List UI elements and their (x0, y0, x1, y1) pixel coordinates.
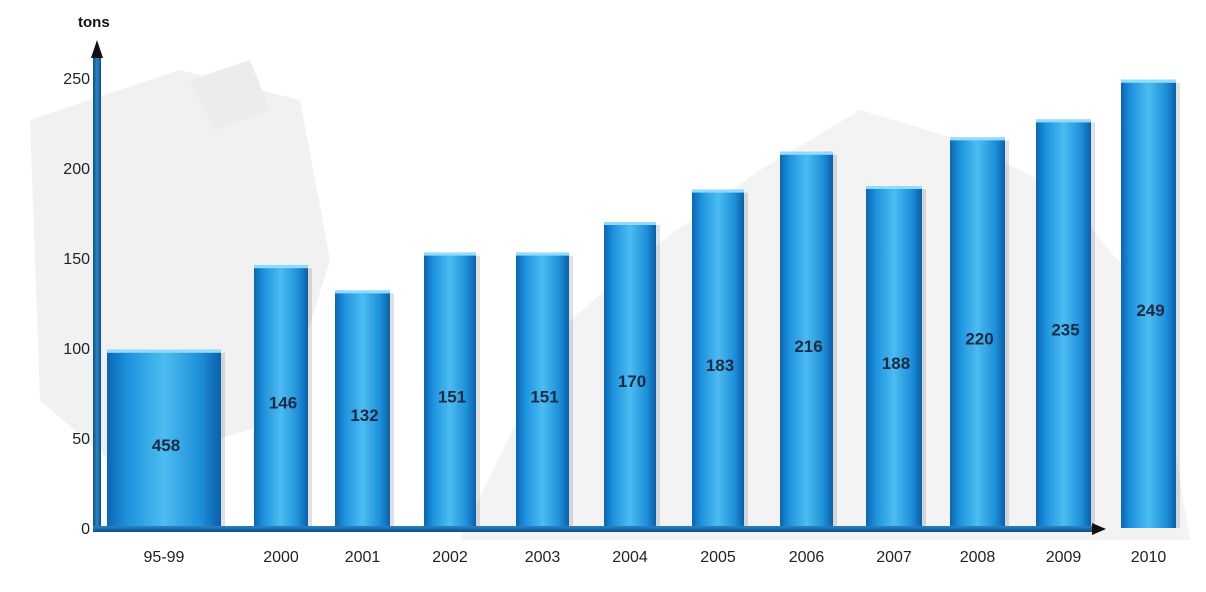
y-tick-label: 0 (81, 521, 90, 538)
bar-top-highlight (424, 252, 476, 256)
y-axis-ticks: 0 50 100 150 200 250 (63, 71, 90, 538)
bar-2001 (335, 290, 390, 528)
x-tick-label-2000: 2000 (263, 549, 299, 566)
x-tick-label-2009: 2009 (1046, 549, 1082, 566)
y-axis-line (93, 58, 101, 532)
x-tick-label-2005: 2005 (700, 549, 736, 566)
bar-2000 (254, 265, 308, 528)
x-axis-arrow-icon (1092, 523, 1106, 535)
x-tick-label-2004: 2004 (612, 549, 648, 566)
bar-2002 (424, 252, 476, 528)
x-tick-label-2006: 2006 (789, 549, 825, 566)
bar-top-highlight (780, 151, 833, 155)
bar-95-99 (107, 349, 221, 528)
data-labels: 458 146 132 151 151 170 183 216 188 220 235 249 (152, 301, 1165, 455)
bar-2009 (1036, 119, 1091, 529)
bar-2008 (950, 137, 1005, 528)
x-tick-label-2008: 2008 (960, 549, 996, 566)
y-tick-label: 150 (63, 251, 90, 268)
y-tick-label: 50 (72, 431, 90, 448)
y-tick-label: 250 (63, 71, 90, 88)
data-label-2006: 216 (794, 337, 822, 356)
bar-top-highlight (604, 222, 656, 225)
data-label-2000: 146 (269, 394, 297, 413)
data-label-2004: 170 (618, 372, 646, 391)
data-label-2009: 235 (1051, 321, 1079, 340)
bar-2006 (780, 151, 833, 529)
bar-2003 (516, 252, 569, 528)
data-label-2003: 151 (530, 387, 558, 406)
x-tick-label-2003: 2003 (525, 549, 561, 566)
bar-top-highlight (866, 186, 922, 189)
bar-top-highlight (254, 265, 308, 269)
y-tick-label: 100 (63, 341, 90, 358)
y-tick-label: 200 (63, 161, 90, 178)
data-label-2010: 249 (1136, 301, 1164, 320)
bar-top-highlight (950, 137, 1005, 141)
x-axis-line (93, 526, 1093, 532)
data-label-2005: 183 (706, 356, 734, 375)
bar-top-highlight (335, 290, 390, 294)
bars-group (107, 79, 1180, 529)
bar-top-highlight (516, 252, 569, 256)
x-tick-label-2001: 2001 (345, 549, 381, 566)
bar-top-highlight (692, 189, 744, 193)
data-label-2008: 220 (965, 330, 993, 349)
x-tick-label-2002: 2002 (432, 549, 468, 566)
bar-2007 (866, 186, 922, 528)
bar-2004 (604, 222, 656, 528)
data-label-95-99: 458 (152, 436, 180, 455)
x-axis-labels: 95-99 2000 2001 2002 2003 2004 2005 2006 2007 200… (144, 549, 1167, 566)
data-label-2002: 151 (438, 387, 466, 406)
bar-top-highlight (107, 349, 221, 353)
data-label-2007: 188 (882, 354, 910, 373)
bar-2010 (1121, 79, 1176, 529)
x-tick-label-95-99: 95-99 (144, 549, 185, 566)
y-axis-unit-label: tons (78, 14, 110, 31)
bar-top-highlight (1121, 79, 1176, 83)
bar-2005 (692, 189, 744, 528)
data-label-2001: 132 (350, 406, 378, 425)
bar-top-highlight (1036, 119, 1091, 123)
y-axis-arrow-icon (91, 40, 103, 58)
x-tick-label-2010: 2010 (1131, 549, 1167, 566)
x-tick-label-2007: 2007 (876, 549, 912, 566)
